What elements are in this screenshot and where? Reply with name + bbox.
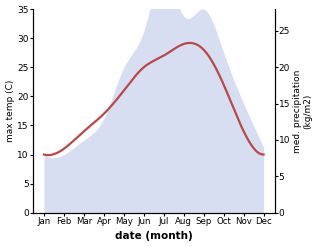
X-axis label: date (month): date (month) bbox=[115, 231, 193, 242]
Y-axis label: med. precipitation
(kg/m2): med. precipitation (kg/m2) bbox=[293, 69, 313, 153]
Y-axis label: max temp (C): max temp (C) bbox=[5, 80, 15, 142]
